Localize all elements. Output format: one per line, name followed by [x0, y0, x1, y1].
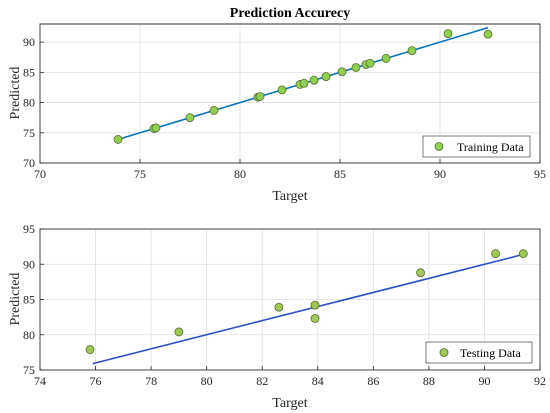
testing-x-axis-label: Target	[272, 396, 307, 411]
testing-x-tick-label: 92	[534, 374, 546, 388]
testing-points	[85, 249, 528, 354]
testing-ticks: 74 76 78 80 82 84 86 88 90 92 75 80 85 90 95	[23, 222, 546, 388]
training-y-tick-label: 85	[23, 65, 35, 79]
testing-x-tick-label: 88	[423, 374, 435, 388]
training-points	[113, 29, 493, 144]
training-legend-label: Training Data	[457, 140, 524, 154]
testing-data-point	[274, 302, 284, 312]
training-legend: Training Data	[422, 135, 531, 158]
testing-x-tick-label: 78	[145, 374, 157, 388]
training-x-tick-label: 70	[34, 167, 46, 181]
testing-x-tick-label: 90	[478, 374, 490, 388]
testing-x-tick-label: 76	[90, 374, 102, 388]
training-data-point	[443, 29, 453, 39]
training-data-point	[151, 123, 161, 133]
training-legend-box	[422, 135, 531, 158]
testing-x-tick-label: 86	[367, 374, 379, 388]
training-data-point	[365, 58, 375, 68]
training-legend-marker	[434, 142, 444, 151]
training-data-point	[185, 113, 195, 123]
training-data-point	[277, 85, 287, 95]
training-chart-panel: Prediction Accurecy 70 75 80 85 90 95 70 75 80 85…	[8, 6, 546, 204]
testing-data-point	[518, 249, 528, 259]
training-x-axis-label: Target	[272, 189, 307, 204]
training-data-point	[351, 63, 361, 72]
training-y-axis-label: Predicted	[8, 67, 23, 120]
testing-chart-panel: 74 76 78 80 82 84 86 88 90 92 75 80 85 90 95 Target Pr…	[8, 222, 546, 411]
training-ticks: 70 75 80 85 90 95 70 75 80 85 90	[23, 35, 546, 181]
training-x-tick-label: 85	[334, 167, 346, 181]
training-data-point	[337, 67, 347, 77]
testing-y-axis-label: Predicted	[8, 273, 23, 326]
testing-data-point	[310, 300, 320, 310]
testing-data-point	[491, 249, 500, 259]
testing-legend: Testing Data	[425, 341, 533, 364]
training-x-tick-label: 90	[434, 167, 446, 181]
training-data-point	[209, 106, 219, 115]
training-y-tick-label: 90	[23, 35, 35, 49]
training-data-point	[309, 75, 319, 85]
testing-fit-line-group	[92, 253, 524, 365]
training-data-point	[299, 78, 309, 88]
testing-y-tick-label: 95	[23, 222, 35, 236]
testing-y-tick-label: 80	[23, 328, 35, 342]
testing-legend-box	[425, 341, 533, 364]
testing-x-tick-label: 74	[34, 374, 46, 388]
testing-data-point	[174, 327, 184, 337]
training-data-point	[381, 54, 391, 63]
training-axes-frame	[39, 23, 541, 164]
testing-y-tick-label: 75	[23, 363, 35, 377]
training-y-tick-label: 80	[23, 96, 35, 110]
training-data-point	[483, 29, 493, 39]
training-data-point	[407, 46, 417, 55]
training-y-tick-label: 70	[23, 156, 35, 170]
testing-legend-marker	[439, 348, 449, 357]
testing-data-point	[310, 314, 320, 323]
training-x-tick-label: 80	[234, 167, 246, 181]
training-data-point	[255, 92, 265, 101]
training-y-tick-label: 75	[23, 126, 35, 140]
training-x-tick-label: 75	[134, 167, 146, 181]
testing-y-tick-label: 90	[23, 257, 35, 271]
testing-fit-line	[92, 253, 524, 365]
testing-x-tick-label: 84	[312, 374, 324, 388]
chart-title: Prediction Accurecy	[230, 6, 350, 21]
testing-x-tick-label: 82	[256, 374, 268, 388]
testing-x-tick-label: 80	[201, 374, 213, 388]
testing-data-point	[416, 268, 425, 278]
testing-legend-label: Testing Data	[460, 346, 521, 360]
training-data-point	[113, 135, 123, 144]
training-data-point	[321, 72, 331, 81]
testing-y-tick-label: 85	[23, 293, 35, 307]
testing-data-point	[85, 345, 95, 354]
training-x-tick-label: 95	[534, 167, 546, 181]
